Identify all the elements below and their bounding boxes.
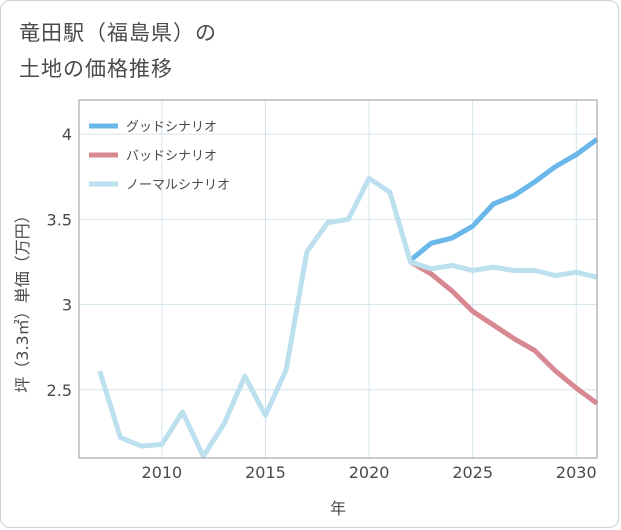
x-tick-label: 2010 xyxy=(142,463,183,482)
legend-label: バッドシナリオ xyxy=(126,149,217,164)
legend-label: ノーマルシナリオ xyxy=(126,178,230,193)
legend-label: グッドシナリオ xyxy=(126,120,217,135)
y-tick-labels: 2.5 3 3.5 4 xyxy=(47,125,72,400)
y-axis-label: 坪（3.3㎡）単価（万円） xyxy=(13,207,32,392)
y-tick-label: 4 xyxy=(62,125,72,144)
x-axis-label: 年 xyxy=(330,499,346,518)
series-line-1 xyxy=(409,259,599,406)
series-line-2 xyxy=(97,175,598,459)
chart-title: 竜田駅（福島県）の 土地の価格推移 xyxy=(19,21,217,81)
y-tick-label: 2.5 xyxy=(47,381,72,400)
x-tick-label: 2025 xyxy=(452,463,493,482)
x-tick-label: 2030 xyxy=(556,463,597,482)
x-tick-labels: 2010 2015 2020 2025 2030 xyxy=(142,463,597,482)
series-lines xyxy=(97,137,599,459)
y-tick-label: 3.5 xyxy=(47,210,72,229)
plot-frame xyxy=(78,99,598,459)
series-line-0 xyxy=(408,137,599,263)
x-tick-label: 2020 xyxy=(349,463,390,482)
grid-lines xyxy=(79,100,597,458)
y-tick-label: 3 xyxy=(62,296,72,315)
x-tick-label: 2015 xyxy=(245,463,286,482)
